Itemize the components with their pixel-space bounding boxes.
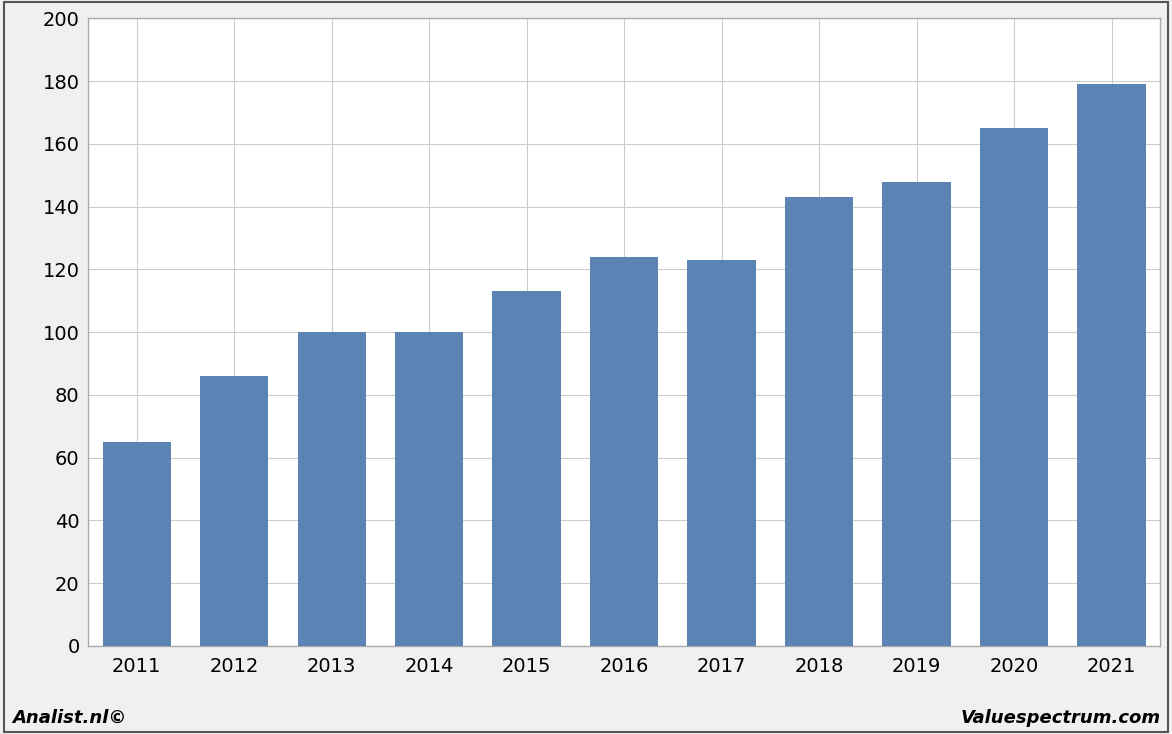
Bar — [200, 376, 268, 646]
Bar — [980, 128, 1048, 646]
Text: Analist.nl©: Analist.nl© — [12, 708, 127, 727]
Bar — [688, 260, 756, 646]
Bar — [785, 197, 853, 646]
Bar — [492, 291, 560, 646]
Bar — [298, 333, 366, 646]
Bar — [102, 442, 171, 646]
Bar — [590, 257, 659, 646]
Bar — [1077, 84, 1146, 646]
Bar — [883, 181, 950, 646]
Text: Valuespectrum.com: Valuespectrum.com — [960, 708, 1160, 727]
Bar — [395, 333, 463, 646]
